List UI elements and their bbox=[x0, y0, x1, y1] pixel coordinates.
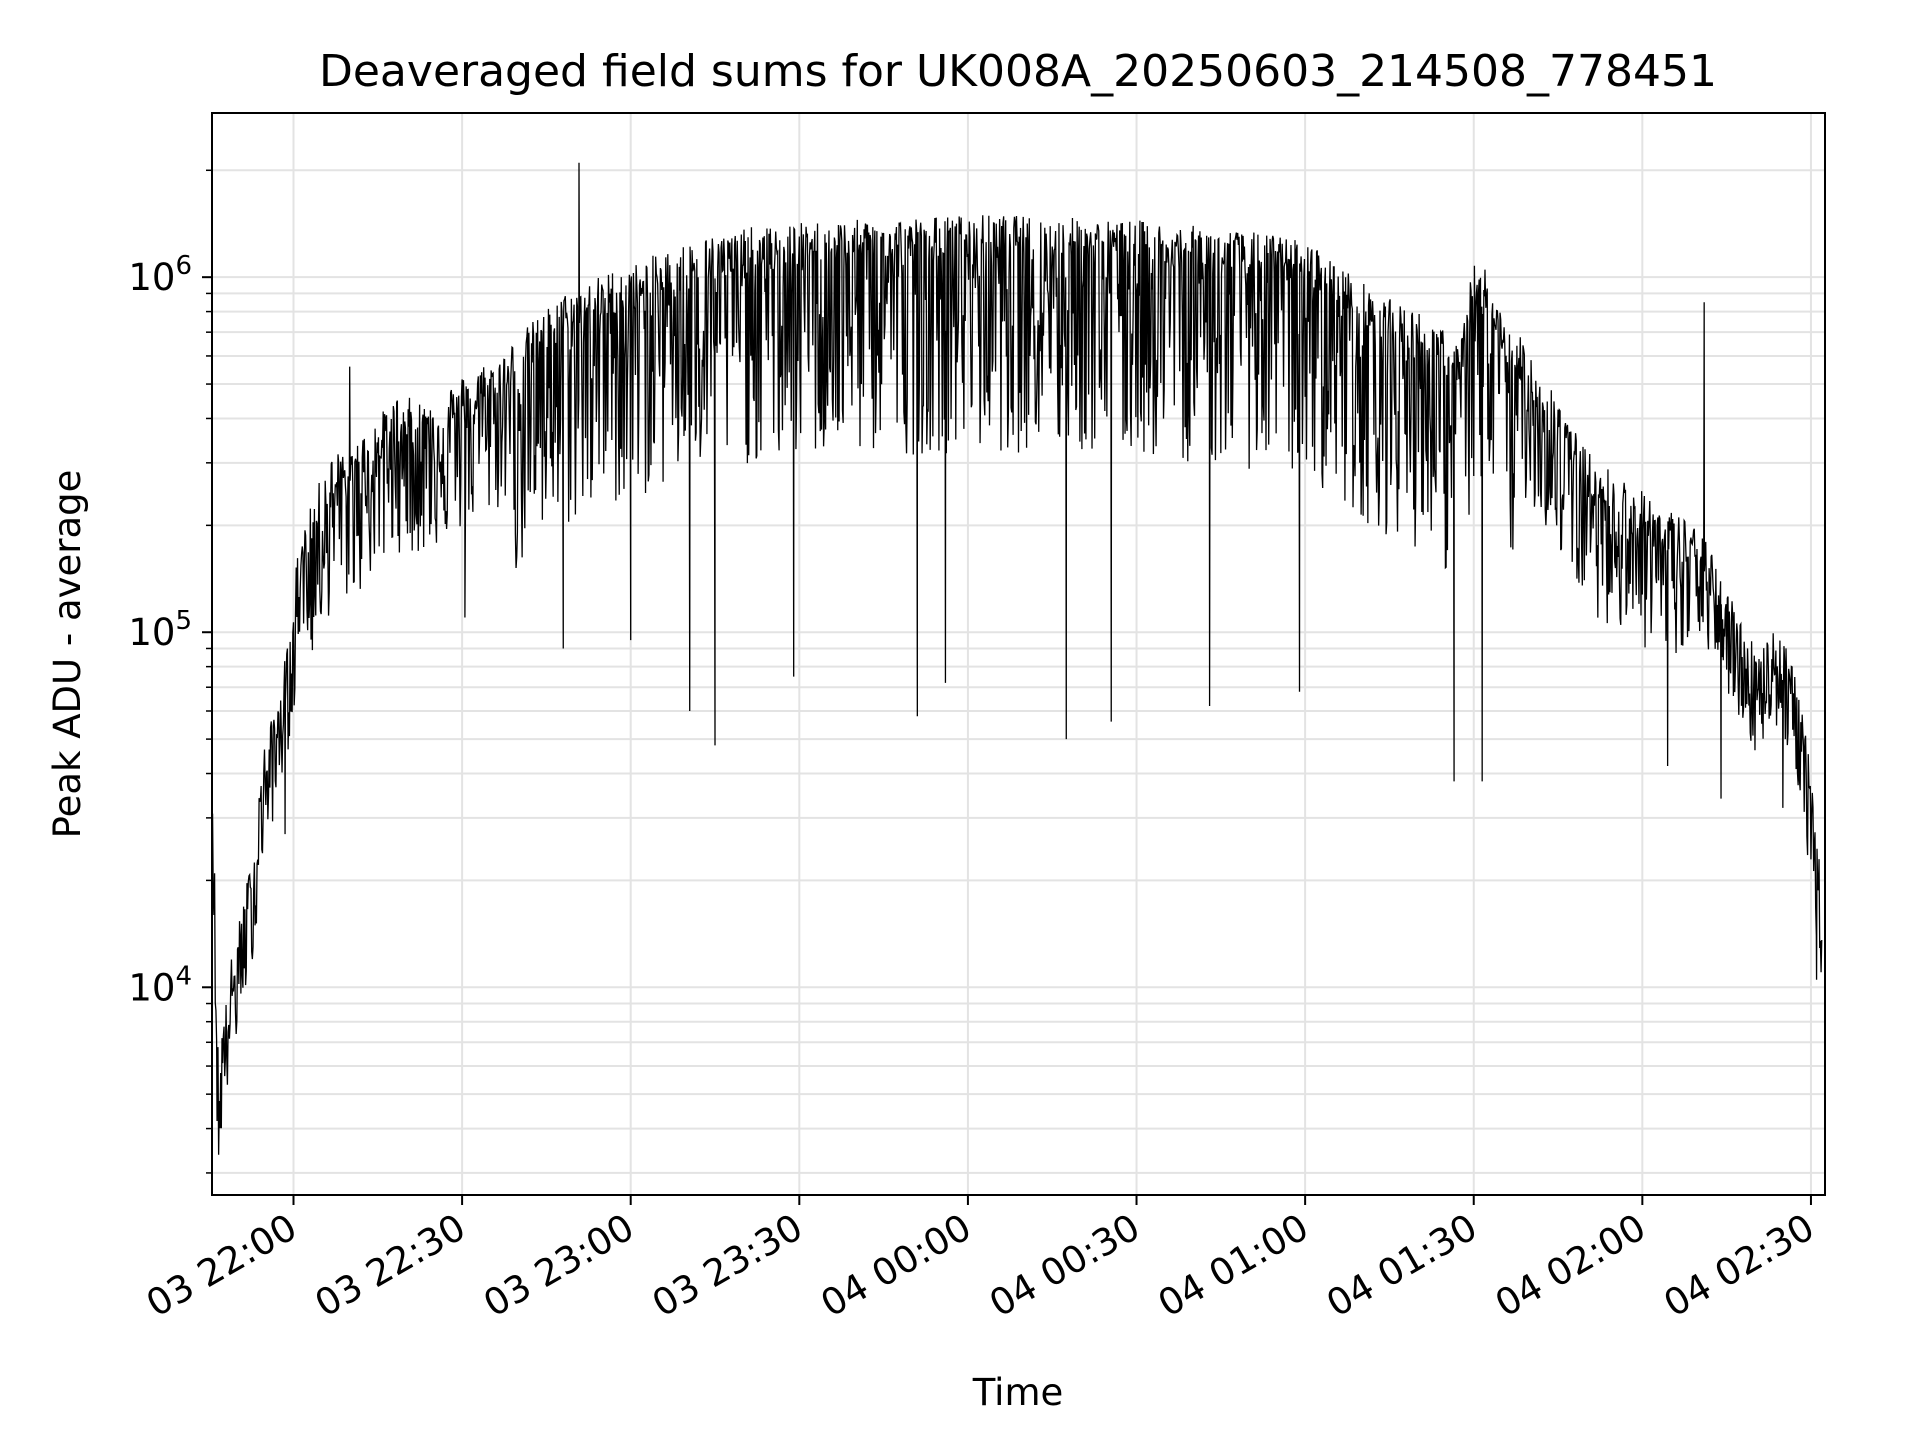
y-axis-label: Peak ADU - average bbox=[46, 470, 89, 839]
chart-title: Deaveraged field sums for UK008A_2025060… bbox=[319, 46, 1717, 97]
y-tick-label: 104 bbox=[128, 961, 192, 1009]
y-tick-label: 105 bbox=[128, 606, 192, 654]
data-series-line bbox=[211, 162, 1823, 1155]
x-axis-label: Time bbox=[972, 1371, 1064, 1414]
axes-frame bbox=[211, 112, 1826, 1196]
y-tick-label: 106 bbox=[128, 251, 192, 299]
plot-area bbox=[211, 162, 1823, 1155]
y-axis: 104 105 106 bbox=[128, 169, 212, 1174]
